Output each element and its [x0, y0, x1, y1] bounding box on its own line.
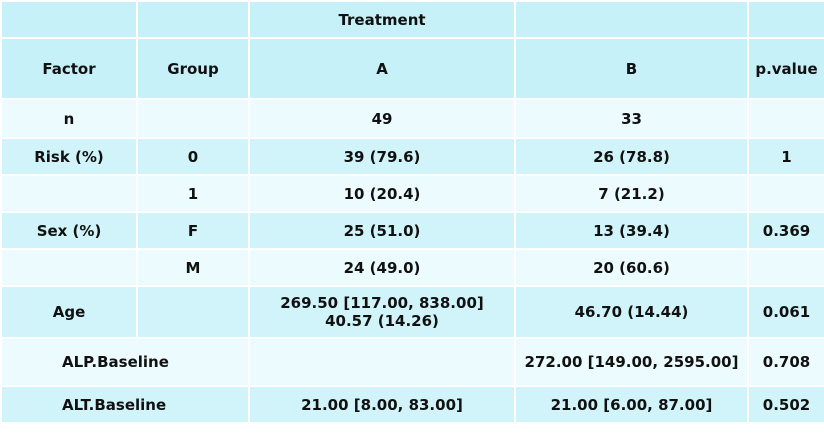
factor-cell: Risk (%)	[0, 137, 138, 176]
a-cell: 10 (20.4)	[248, 174, 516, 213]
group-cell	[136, 285, 250, 339]
table-row: Risk (%) 0 39 (79.6) 26 (78.8) 1	[0, 137, 824, 176]
header-blank-cell	[747, 0, 824, 39]
b-cell: 26 (78.8)	[514, 137, 749, 176]
header-blank-cell	[514, 0, 749, 39]
b-cell: 272.00 [149.00, 2595.00]	[514, 337, 749, 387]
b-cell: 33	[514, 98, 749, 139]
table-row: M 24 (49.0) 20 (60.6)	[0, 248, 824, 287]
pvalue-cell	[747, 248, 824, 287]
a-cell-line-2: 40.57 (14.26)	[325, 312, 439, 330]
table-row: n 49 33	[0, 98, 824, 139]
col-a-header: A	[248, 37, 516, 100]
group-cell	[136, 98, 250, 139]
a-cell: 24 (49.0)	[248, 248, 516, 287]
factor-header: Factor	[0, 37, 138, 100]
header-blank-cell	[0, 0, 138, 39]
group-cell: 0	[136, 137, 250, 176]
group-cell: F	[136, 211, 250, 250]
b-cell: 46.70 (14.44)	[514, 285, 749, 339]
pvalue-cell	[747, 98, 824, 139]
table-row: Age 269.50 [117.00, 838.00] 40.57 (14.26…	[0, 285, 824, 339]
b-cell: 7 (21.2)	[514, 174, 749, 213]
pvalue-cell: 0.369	[747, 211, 824, 250]
table-row: ALT.Baseline 21.00 [8.00, 83.00] 21.00 […	[0, 385, 824, 424]
table-row: ALP.Baseline 272.00 [149.00, 2595.00] 0.…	[0, 337, 824, 387]
group-cell: 1	[136, 174, 250, 213]
treatment-header: Treatment	[248, 0, 516, 39]
a-cell: 49	[248, 98, 516, 139]
a-cell: 21.00 [8.00, 83.00]	[248, 385, 516, 424]
pvalue-cell	[747, 174, 824, 213]
factor-cell: ALT.Baseline	[0, 385, 250, 424]
header-row-treatment: Treatment	[0, 0, 824, 39]
b-cell: 21.00 [6.00, 87.00]	[514, 385, 749, 424]
header-row-columns: Factor Group A B p.value	[0, 37, 824, 100]
table-row: Sex (%) F 25 (51.0) 13 (39.4) 0.369	[0, 211, 824, 250]
header-blank-cell	[136, 0, 250, 39]
pvalue-cell: 0.061	[747, 285, 824, 339]
pvalue-cell: 0.708	[747, 337, 824, 387]
b-cell: 20 (60.6)	[514, 248, 749, 287]
a-cell: 269.50 [117.00, 838.00] 40.57 (14.26)	[248, 285, 516, 339]
factor-cell: n	[0, 98, 138, 139]
a-cell	[248, 337, 516, 387]
pvalue-cell: 1	[747, 137, 824, 176]
factor-cell: Sex (%)	[0, 211, 138, 250]
a-cell-line-1: 269.50 [117.00, 838.00]	[280, 294, 484, 312]
factor-cell: Age	[0, 285, 138, 339]
a-cell: 39 (79.6)	[248, 137, 516, 176]
group-header: Group	[136, 37, 250, 100]
factor-cell	[0, 174, 138, 213]
a-cell: 25 (51.0)	[248, 211, 516, 250]
pvalue-header: p.value	[747, 37, 824, 100]
pvalue-cell: 0.502	[747, 385, 824, 424]
b-cell: 13 (39.4)	[514, 211, 749, 250]
summary-table: Treatment Factor Group A B p.value n 49 …	[0, 0, 824, 424]
factor-cell: ALP.Baseline	[0, 337, 250, 387]
factor-cell	[0, 248, 138, 287]
col-b-header: B	[514, 37, 749, 100]
group-cell: M	[136, 248, 250, 287]
table-row: 1 10 (20.4) 7 (21.2)	[0, 174, 824, 213]
